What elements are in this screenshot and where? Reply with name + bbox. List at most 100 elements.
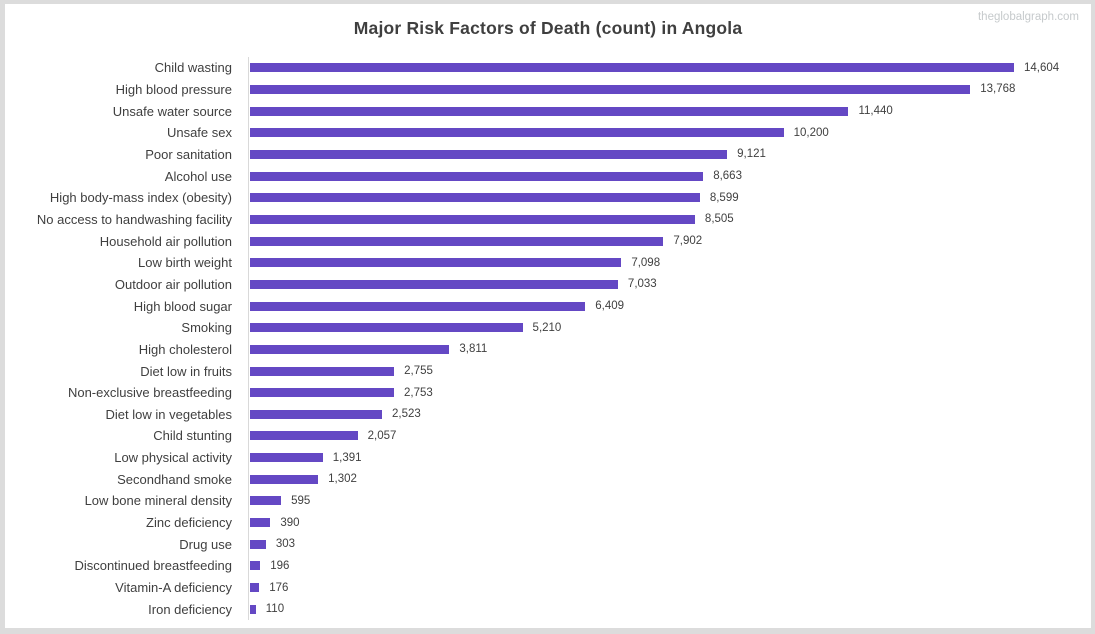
category-label: Household air pollution [99, 233, 232, 249]
value-label: 8,505 [704, 213, 734, 226]
value-label: 10,200 [793, 126, 829, 139]
bar-zone: 8,599 [243, 187, 1085, 209]
category-label: Vitamin-A deficiency [115, 580, 232, 596]
chart-row: High cholesterol 3,811 [5, 339, 1085, 361]
value-label: 2,057 [367, 429, 397, 442]
bar [250, 583, 260, 593]
chart-row: Secondhand smoke 1,302 [5, 468, 1085, 490]
bar-zone: 303 [243, 533, 1085, 555]
bar-zone: 13,768 [243, 79, 1085, 101]
value-label: 7,033 [627, 278, 657, 291]
bar-zone: 390 [243, 512, 1085, 534]
bar-zone: 2,523 [243, 404, 1085, 426]
chart-row: Poor sanitation 9,121 [5, 144, 1085, 166]
bar [250, 431, 358, 441]
bar-zone: 3,811 [243, 339, 1085, 361]
value-label: 595 [291, 494, 311, 507]
category-label: High body-mass index (obesity) [49, 190, 232, 206]
chart-row: No access to handwashing facility 8,505 [5, 209, 1085, 231]
value-label: 8,599 [709, 191, 739, 204]
chart-row: Unsafe water source 11,440 [5, 100, 1085, 122]
chart-row: Low birth weight 7,098 [5, 252, 1085, 274]
bar [250, 561, 261, 571]
category-label: Poor sanitation [145, 146, 232, 162]
category-label: Iron deficiency [148, 601, 232, 617]
y-axis-line [248, 57, 249, 620]
value-label: 13,768 [980, 83, 1016, 96]
chart-row: Smoking 5,210 [5, 317, 1085, 339]
bar [250, 84, 971, 94]
bar-chart: Child wasting 14,604 High blood pressure 13… [5, 57, 1085, 620]
chart-row: Vitamin-A deficiency 176 [5, 577, 1085, 599]
bar-zone: 2,755 [243, 360, 1085, 382]
value-label: 8,663 [713, 170, 742, 183]
chart-row: Unsafe sex 10,200 [5, 122, 1085, 144]
value-label: 1,391 [332, 451, 362, 464]
bar [250, 388, 395, 398]
category-label: High blood pressure [115, 81, 232, 97]
bar-zone: 595 [243, 490, 1085, 512]
bar-zone: 110 [243, 598, 1085, 620]
chart-row: Non-exclusive breastfeeding 2,753 [5, 382, 1085, 404]
category-label: Unsafe sex [166, 125, 232, 141]
bar [250, 236, 664, 246]
chart-row: Child stunting 2,057 [5, 425, 1085, 447]
value-label: 6,409 [595, 300, 625, 313]
bar [250, 344, 450, 354]
chart-row: Zinc deficiency 390 [5, 512, 1085, 534]
category-label: Child stunting [153, 428, 232, 444]
bar-zone: 2,057 [243, 425, 1085, 447]
bar [250, 193, 700, 203]
chart-row: High blood pressure 13,768 [5, 79, 1085, 101]
chart-row: Drug use 303 [5, 533, 1085, 555]
chart-row: Low bone mineral density 595 [5, 490, 1085, 512]
bar-zone: 8,505 [243, 209, 1085, 231]
bar [250, 279, 618, 289]
bar-zone: 6,409 [243, 295, 1085, 317]
category-label: High cholesterol [138, 341, 232, 357]
bar [250, 214, 695, 224]
bar [250, 496, 282, 506]
bar [250, 63, 1014, 73]
bar-zone: 7,033 [243, 274, 1085, 296]
chart-card: Major Risk Factors of Death (count) in A… [5, 4, 1091, 628]
value-label: 390 [280, 516, 300, 529]
value-label: 14,604 [1024, 61, 1060, 74]
watermark: theglobalgraph.com [977, 11, 1079, 23]
bar [250, 106, 849, 116]
chart-row: Discontinued breastfeeding 196 [5, 555, 1085, 577]
value-label: 2,755 [404, 365, 433, 378]
category-label: Low physical activity [114, 450, 232, 466]
chart-row: Diet low in fruits 2,755 [5, 360, 1085, 382]
category-label: Low bone mineral density [84, 493, 232, 509]
bar-zone: 8,663 [243, 165, 1085, 187]
bar-zone: 2,753 [243, 382, 1085, 404]
chart-row: Household air pollution 7,902 [5, 230, 1085, 252]
bar [250, 301, 586, 311]
category-label: Smoking [181, 320, 232, 336]
bar-zone: 1,302 [243, 468, 1085, 490]
bar [250, 474, 319, 484]
bar-zone: 14,604 [243, 57, 1085, 79]
chart-title: Major Risk Factors of Death (count) in A… [353, 18, 743, 38]
category-label: Outdoor air pollution [114, 276, 232, 292]
chart-row: Iron deficiency 110 [5, 598, 1085, 620]
chart-row: Diet low in vegetables 2,523 [5, 404, 1085, 426]
category-label: Child wasting [154, 60, 232, 76]
bar [250, 539, 266, 549]
category-label: Diet low in vegetables [105, 406, 232, 422]
bar-zone: 9,121 [243, 144, 1085, 166]
bar [250, 128, 784, 138]
category-label: Secondhand smoke [117, 471, 232, 487]
category-label: Low birth weight [138, 255, 232, 271]
value-label: 176 [269, 581, 289, 594]
bar [250, 323, 523, 333]
chart-row: High blood sugar 6,409 [5, 295, 1085, 317]
category-label: Discontinued breastfeeding [74, 558, 232, 574]
value-label: 7,902 [673, 235, 703, 248]
bar [250, 409, 382, 419]
bar-zone: 5,210 [243, 317, 1085, 339]
category-label: Alcohol use [164, 168, 232, 184]
value-label: 196 [270, 559, 290, 572]
category-label: No access to handwashing facility [36, 211, 232, 227]
